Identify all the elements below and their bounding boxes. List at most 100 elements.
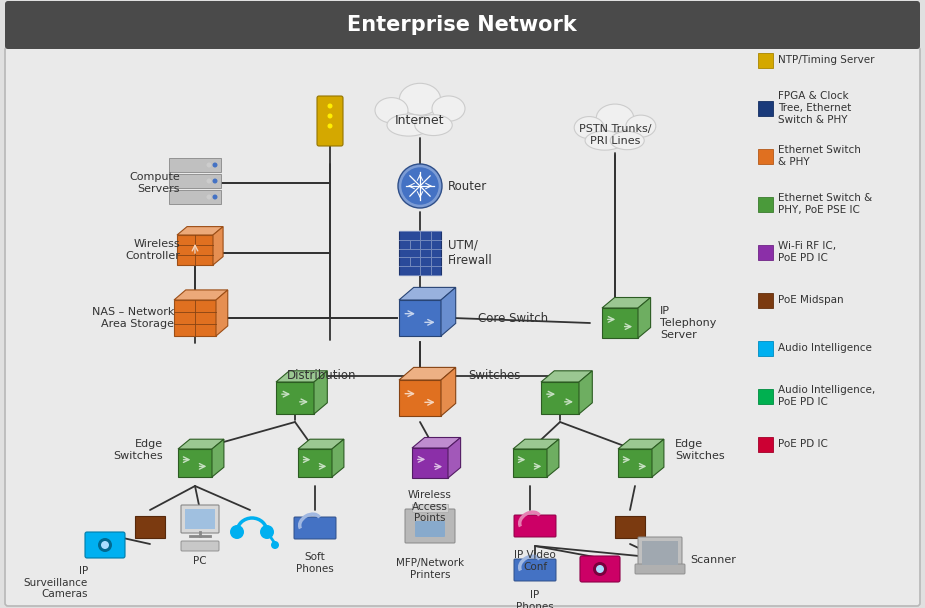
Text: MFP/Network
Printers: MFP/Network Printers	[396, 558, 464, 579]
Circle shape	[213, 179, 217, 184]
Polygon shape	[579, 371, 592, 414]
Ellipse shape	[375, 98, 408, 123]
Polygon shape	[547, 439, 559, 477]
FancyBboxPatch shape	[758, 340, 772, 356]
FancyBboxPatch shape	[758, 148, 772, 164]
Text: FPGA & Clock
Tree, Ethernet
Switch & PHY: FPGA & Clock Tree, Ethernet Switch & PHY	[778, 91, 851, 125]
FancyBboxPatch shape	[5, 47, 920, 606]
Circle shape	[271, 541, 279, 549]
Polygon shape	[513, 439, 559, 449]
FancyBboxPatch shape	[399, 231, 441, 275]
Polygon shape	[216, 290, 228, 336]
Ellipse shape	[414, 115, 452, 136]
Text: Distribution: Distribution	[287, 369, 356, 382]
Polygon shape	[541, 371, 592, 382]
Circle shape	[101, 541, 109, 549]
FancyBboxPatch shape	[85, 532, 125, 558]
Text: Internet: Internet	[395, 114, 445, 128]
Circle shape	[206, 179, 212, 184]
Text: Switches: Switches	[468, 369, 521, 382]
FancyBboxPatch shape	[169, 174, 221, 188]
Polygon shape	[298, 439, 344, 449]
FancyBboxPatch shape	[758, 100, 772, 116]
FancyBboxPatch shape	[181, 541, 219, 551]
Circle shape	[213, 162, 217, 167]
Circle shape	[213, 195, 217, 199]
Polygon shape	[178, 439, 224, 449]
Circle shape	[206, 162, 212, 167]
Polygon shape	[174, 290, 228, 300]
Polygon shape	[174, 300, 216, 336]
Text: Wireless
Access
Points: Wireless Access Points	[408, 490, 452, 523]
Polygon shape	[541, 382, 579, 414]
Ellipse shape	[586, 131, 624, 150]
FancyBboxPatch shape	[758, 196, 772, 212]
FancyBboxPatch shape	[294, 517, 336, 539]
FancyBboxPatch shape	[317, 96, 343, 146]
Circle shape	[398, 164, 442, 208]
Polygon shape	[213, 227, 223, 265]
Text: Wi-Fi RF IC,
PoE PD IC: Wi-Fi RF IC, PoE PD IC	[778, 241, 836, 263]
Polygon shape	[652, 439, 664, 477]
FancyBboxPatch shape	[185, 509, 215, 529]
Text: IP Video
Conf: IP Video Conf	[514, 550, 556, 572]
Circle shape	[260, 525, 274, 539]
Text: Enterprise Network: Enterprise Network	[347, 15, 577, 35]
Ellipse shape	[574, 117, 604, 139]
Text: Scanner: Scanner	[690, 555, 736, 565]
FancyBboxPatch shape	[758, 292, 772, 308]
Ellipse shape	[610, 131, 644, 150]
Polygon shape	[178, 449, 212, 477]
Circle shape	[327, 114, 332, 119]
Polygon shape	[441, 288, 456, 336]
Polygon shape	[399, 300, 441, 336]
Polygon shape	[412, 438, 461, 448]
Text: NTP/Timing Server: NTP/Timing Server	[778, 55, 874, 65]
Polygon shape	[441, 367, 456, 416]
Circle shape	[230, 525, 244, 539]
Circle shape	[206, 195, 212, 199]
Polygon shape	[177, 235, 213, 265]
Text: Audio Intelligence,
PoE PD IC: Audio Intelligence, PoE PD IC	[778, 385, 875, 407]
Polygon shape	[638, 297, 650, 338]
Text: Compute
Servers: Compute Servers	[130, 172, 180, 194]
Circle shape	[596, 565, 604, 573]
FancyBboxPatch shape	[638, 537, 682, 569]
Polygon shape	[618, 439, 664, 449]
Polygon shape	[412, 448, 448, 478]
Polygon shape	[513, 449, 547, 477]
FancyBboxPatch shape	[405, 509, 455, 543]
Text: PoE Midspan: PoE Midspan	[778, 295, 844, 305]
Text: IP
Surveillance
Cameras: IP Surveillance Cameras	[24, 566, 88, 599]
Text: Edge
Switches: Edge Switches	[114, 439, 163, 461]
Polygon shape	[276, 371, 327, 382]
FancyBboxPatch shape	[415, 521, 445, 537]
Polygon shape	[276, 382, 314, 414]
FancyBboxPatch shape	[758, 389, 772, 404]
Text: PSTN Trunks/
PRI Lines: PSTN Trunks/ PRI Lines	[579, 124, 651, 146]
Text: IP
Phones: IP Phones	[516, 590, 554, 608]
Text: Soft
Phones: Soft Phones	[296, 552, 334, 573]
Text: Ethernet Switch &
PHY, PoE PSE IC: Ethernet Switch & PHY, PoE PSE IC	[778, 193, 872, 215]
FancyBboxPatch shape	[758, 244, 772, 260]
FancyBboxPatch shape	[642, 541, 678, 565]
Text: Wireless
Controller: Wireless Controller	[125, 239, 180, 261]
Circle shape	[327, 123, 332, 128]
Text: Edge
Switches: Edge Switches	[675, 439, 724, 461]
Text: Audio Intelligence: Audio Intelligence	[778, 343, 872, 353]
Ellipse shape	[387, 114, 430, 136]
FancyBboxPatch shape	[181, 505, 219, 533]
Polygon shape	[618, 449, 652, 477]
Text: Core Switch: Core Switch	[478, 311, 549, 325]
Text: Ethernet Switch
& PHY: Ethernet Switch & PHY	[778, 145, 861, 167]
Polygon shape	[399, 367, 456, 380]
FancyBboxPatch shape	[615, 516, 645, 538]
FancyBboxPatch shape	[169, 158, 221, 172]
FancyBboxPatch shape	[135, 516, 165, 538]
Polygon shape	[314, 371, 327, 414]
Text: IP
Telephony
Server: IP Telephony Server	[660, 306, 716, 340]
Ellipse shape	[597, 104, 634, 132]
Circle shape	[327, 103, 332, 108]
Text: Router: Router	[448, 179, 487, 193]
Polygon shape	[399, 288, 456, 300]
